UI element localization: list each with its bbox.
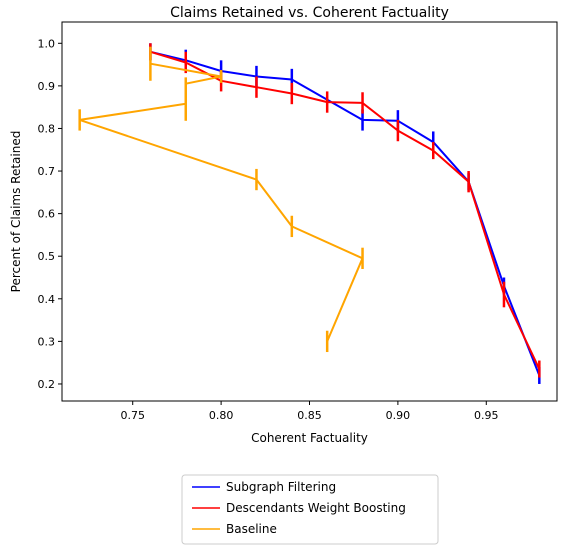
x-tick-label: 0.75 [120, 409, 145, 422]
y-axis-label: Percent of Claims Retained [9, 131, 23, 293]
y-tick-label: 0.7 [38, 165, 56, 178]
y-tick-label: 0.6 [38, 208, 56, 221]
y-tick-label: 1.0 [38, 37, 56, 50]
x-axis-label: Coherent Factuality [251, 431, 368, 445]
y-tick-label: 0.9 [38, 80, 56, 93]
plot-frame [62, 22, 557, 401]
y-axis: 0.2 0.3 0.4 0.5 0.6 0.7 0.8 0.9 1.0 [38, 37, 63, 391]
legend-label: Descendants Weight Boosting [226, 501, 406, 515]
legend-label: Subgraph Filtering [226, 480, 336, 494]
x-tick-label: 0.95 [474, 409, 499, 422]
x-axis: 0.75 0.80 0.85 0.90 0.95 [120, 401, 498, 422]
y-tick-label: 0.5 [38, 250, 56, 263]
y-tick-label: 0.4 [38, 293, 56, 306]
x-tick-label: 0.85 [297, 409, 322, 422]
chart-title: Claims Retained vs. Coherent Factuality [170, 5, 449, 21]
series-line-2 [80, 64, 363, 342]
series-line-1 [150, 52, 539, 369]
plot-layer [80, 43, 540, 384]
x-tick-label: 0.80 [209, 409, 234, 422]
y-tick-label: 0.3 [38, 335, 56, 348]
legend: Subgraph Filtering Descendants Weight Boo… [182, 475, 438, 544]
series-line-0 [150, 52, 539, 376]
x-tick-label: 0.90 [386, 409, 411, 422]
legend-label: Baseline [226, 522, 277, 536]
y-tick-label: 0.8 [38, 122, 56, 135]
y-tick-label: 0.2 [38, 378, 56, 391]
